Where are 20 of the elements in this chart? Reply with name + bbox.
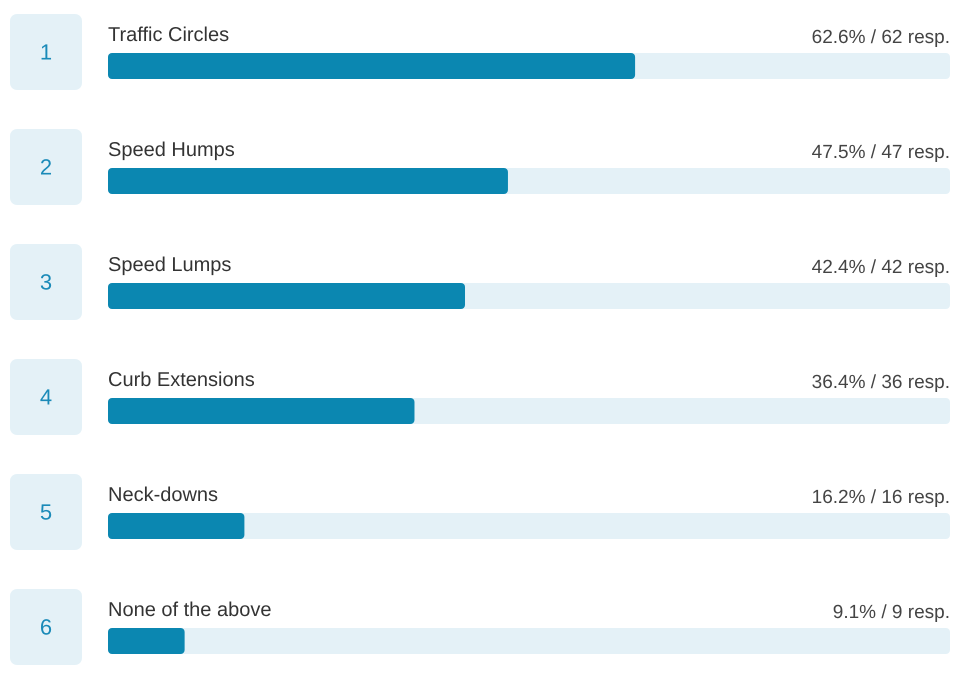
data-label: 47.5% / 47 resp. [812,142,950,163]
text: 5 [40,500,52,524]
text: 2 [40,154,52,180]
text: 3 [40,270,52,294]
text: 4 [40,384,52,410]
y-tick-label: Speed Humps [108,139,235,161]
text: 6 [40,614,52,640]
y-tick-label: Curb Extensions [108,369,255,391]
text: 1 [40,40,52,64]
data-label: 16.2% / 16 resp. [812,487,950,508]
bar [108,628,185,654]
data-label: 9.1% / 9 resp. [832,602,950,623]
y-tick-label: Neck-downs [108,484,218,506]
data-label: 42.4% / 42 resp. [812,257,950,278]
data-label: 62.6% / 62 resp. [812,27,950,48]
y-tick-label: Speed Lumps [108,254,232,276]
y-tick-label: None of the above [108,599,272,621]
y-tick-label: Traffic Circles [108,24,230,46]
bar [108,513,244,539]
data-label: 36.4% / 36 resp. [812,372,950,393]
